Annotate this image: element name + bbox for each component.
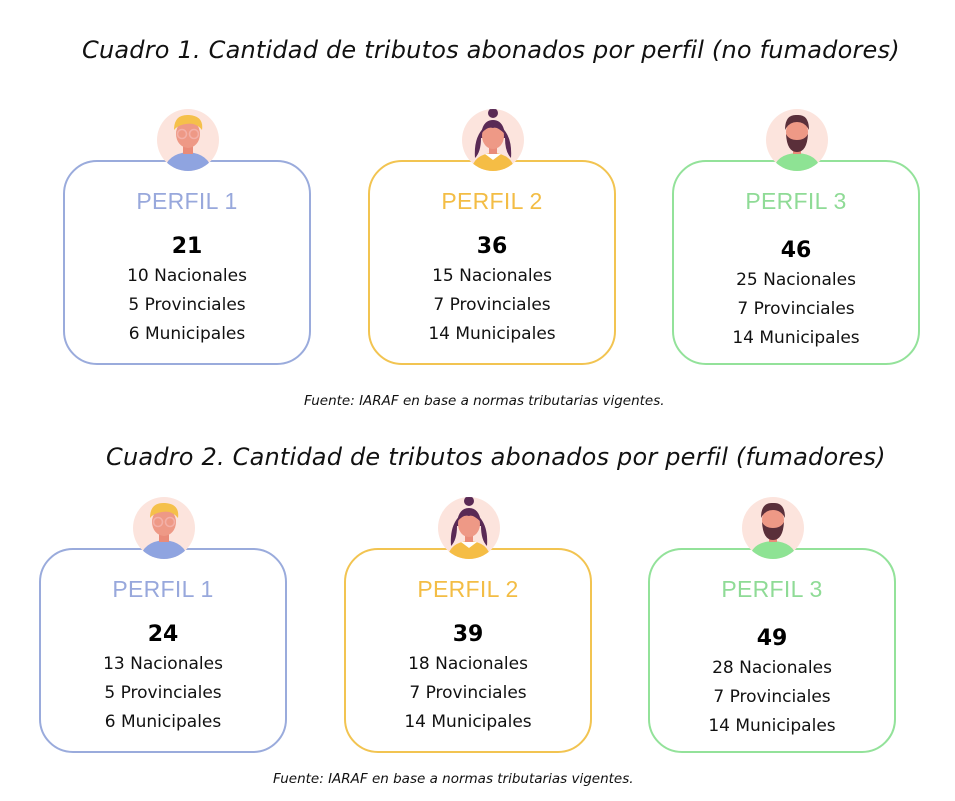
profile-line-provinciales: 7 Provinciales	[737, 299, 855, 319]
profile-line-municipales: 14 Municipales	[732, 328, 860, 348]
woman-dark-hair-icon	[438, 497, 500, 559]
profile-line-nacionales: 18 Nacionales	[408, 654, 528, 674]
profile-total: 36	[476, 234, 508, 259]
profile-label: PERFIL 2	[441, 188, 543, 214]
profile-line-municipales: 14 Municipales	[708, 716, 836, 736]
s1-profile-3-card: PERFIL 3 46 25 Nacionales 7 Provinciales…	[672, 160, 920, 365]
profile-line-nacionales: 28 Nacionales	[712, 658, 832, 678]
s1-profile-2-card: PERFIL 2 36 15 Nacionales 7 Provinciales…	[368, 160, 616, 365]
profile-line-provinciales: 7 Provinciales	[433, 295, 551, 315]
section-2-source: Fuente: IARAF en base a normas tributari…	[273, 771, 634, 787]
profile-line-provinciales: 5 Provinciales	[128, 295, 246, 315]
profile-line-nacionales: 10 Nacionales	[127, 266, 247, 286]
bearded-man-icon	[766, 109, 828, 171]
profile-line-nacionales: 13 Nacionales	[103, 654, 223, 674]
blonde-man-glasses-icon	[157, 109, 219, 171]
profile-line-municipales: 14 Municipales	[428, 324, 556, 344]
s2-profile-1-card: PERFIL 1 24 13 Nacionales 5 Provinciales…	[39, 548, 287, 753]
s1-profile-1-card: PERFIL 1 21 10 Nacionales 5 Provinciales…	[63, 160, 311, 365]
blonde-man-glasses-icon	[133, 497, 195, 559]
profile-label: PERFIL 3	[721, 576, 823, 602]
profile-line-provinciales: 7 Provinciales	[713, 687, 831, 707]
profile-total: 39	[452, 622, 484, 647]
profile-line-municipales: 14 Municipales	[404, 712, 532, 732]
profile-line-municipales: 6 Municipales	[104, 712, 222, 732]
profile-line-provinciales: 7 Provinciales	[409, 683, 527, 703]
section-1-title: Cuadro 1. Cantidad de tributos abonados …	[82, 36, 900, 64]
profile-total: 49	[756, 626, 788, 651]
profile-line-municipales: 6 Municipales	[128, 324, 246, 344]
bearded-man-icon	[742, 497, 804, 559]
section-2-title: Cuadro 2. Cantidad de tributos abonados …	[106, 443, 886, 471]
profile-line-nacionales: 25 Nacionales	[736, 270, 856, 290]
profile-label: PERFIL 1	[112, 576, 214, 602]
profile-label: PERFIL 3	[745, 188, 847, 214]
section-1-source: Fuente: IARAF en base a normas tributari…	[304, 393, 665, 409]
profile-label: PERFIL 1	[136, 188, 238, 214]
profile-total: 21	[171, 234, 203, 259]
s2-profile-3-card: PERFIL 3 49 28 Nacionales 7 Provinciales…	[648, 548, 896, 753]
profile-total: 46	[780, 238, 812, 263]
profile-label: PERFIL 2	[417, 576, 519, 602]
profile-line-provinciales: 5 Provinciales	[104, 683, 222, 703]
profile-total: 24	[147, 622, 179, 647]
profile-line-nacionales: 15 Nacionales	[432, 266, 552, 286]
woman-dark-hair-icon	[462, 109, 524, 171]
s2-profile-2-card: PERFIL 2 39 18 Nacionales 7 Provinciales…	[344, 548, 592, 753]
